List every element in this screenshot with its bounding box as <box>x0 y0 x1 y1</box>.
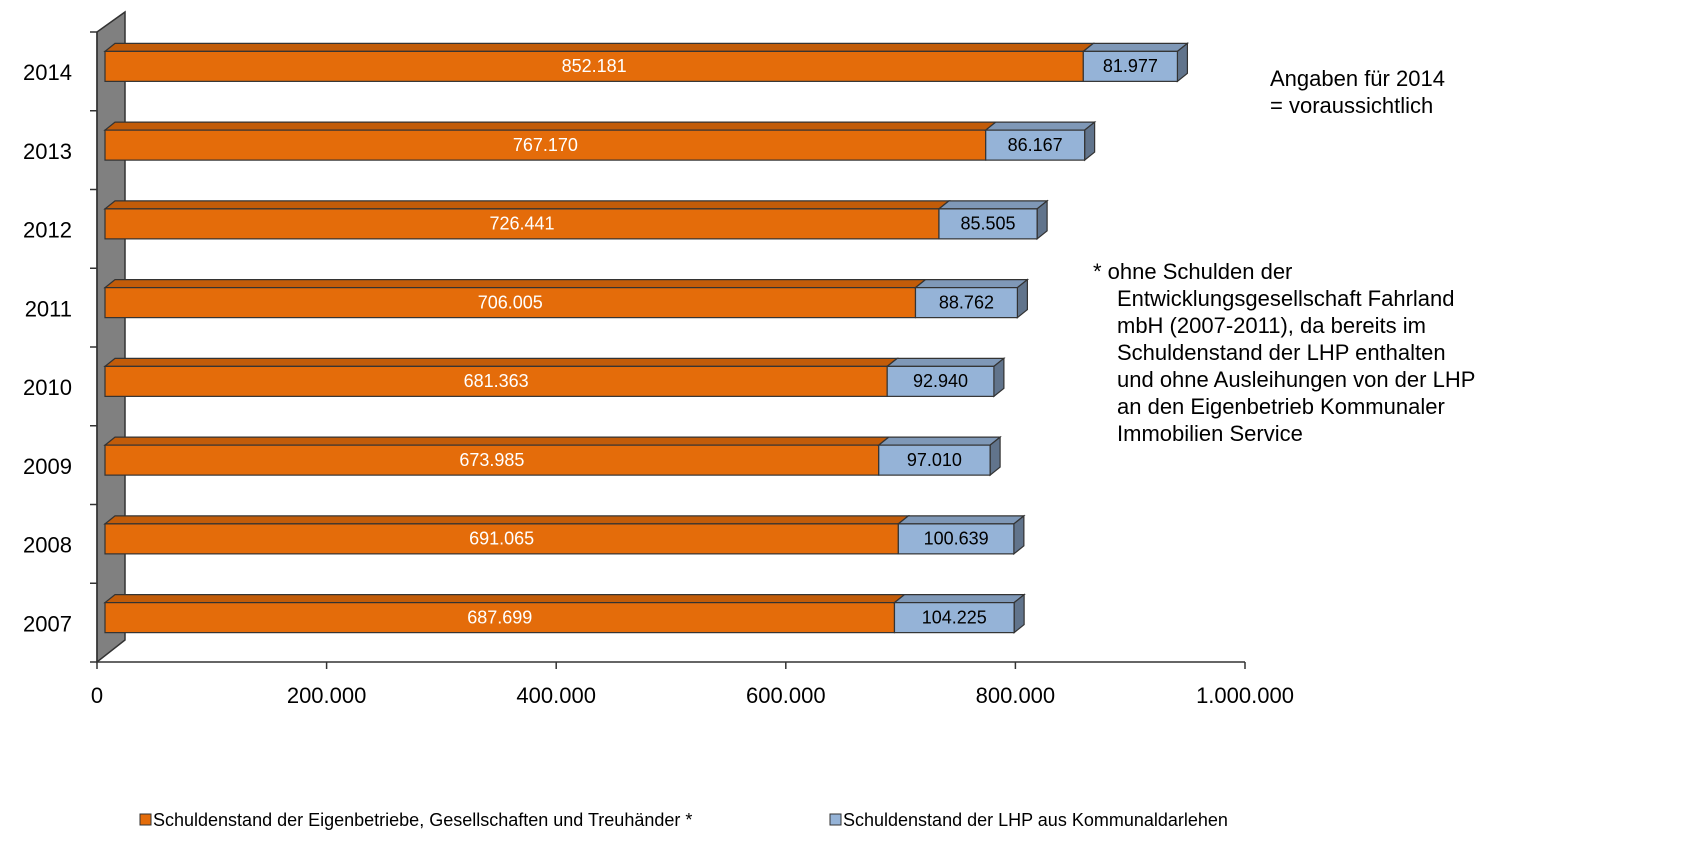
data-label: 88.762 <box>939 292 994 312</box>
bar-top <box>913 279 1030 289</box>
bar-top <box>103 279 928 289</box>
footnote: * ohne Schulden der <box>1093 259 1292 284</box>
legend-swatch <box>829 813 842 826</box>
data-label: 726.441 <box>489 214 554 234</box>
x-tick-label: 1.000.000 <box>1196 683 1294 708</box>
data-label: 852.181 <box>562 56 627 76</box>
bar-top <box>103 200 951 210</box>
bar-top <box>877 436 1002 446</box>
data-label: 706.005 <box>478 292 543 312</box>
y-tick-label: 2014 <box>23 60 72 85</box>
x-tick-label: 600.000 <box>746 683 826 708</box>
bar-top <box>892 594 1026 604</box>
bar <box>985 129 1086 161</box>
y-tick-label: 2012 <box>23 218 72 243</box>
data-label: 673.985 <box>459 450 524 470</box>
bar <box>914 287 1018 319</box>
bar-top <box>937 200 1049 210</box>
bar <box>878 444 991 476</box>
bar-top <box>103 42 1096 52</box>
y-tick-label: 2010 <box>23 375 72 400</box>
bar <box>104 129 987 161</box>
data-label: 86.167 <box>1008 135 1063 155</box>
footnote: Immobilien Service <box>1117 421 1303 446</box>
bar-top <box>103 121 998 131</box>
data-label: 92.940 <box>913 371 968 391</box>
y-tick-label: 2008 <box>23 533 72 558</box>
data-label: 81.977 <box>1103 56 1158 76</box>
legend-label: Schuldenstand der Eigenbetriebe, Gesells… <box>153 810 692 830</box>
data-label: 97.010 <box>907 450 962 470</box>
bar <box>104 50 1084 82</box>
bar <box>938 208 1038 240</box>
bar <box>104 523 899 555</box>
y-tick-label: 2007 <box>23 611 72 636</box>
footnote: mbH (2007-2011), da bereits im <box>1117 313 1426 338</box>
bar-top <box>103 515 911 525</box>
x-tick-label: 0 <box>91 683 103 708</box>
bar <box>104 444 880 476</box>
data-label: 691.065 <box>469 529 534 549</box>
bar <box>893 602 1015 634</box>
bar <box>886 365 995 397</box>
data-label: 104.225 <box>922 607 987 627</box>
x-tick-label: 200.000 <box>287 683 367 708</box>
data-label: 681.363 <box>464 371 529 391</box>
bar <box>1082 50 1179 82</box>
y-tick-label: 2011 <box>25 296 72 321</box>
bar-top <box>103 594 907 604</box>
bar <box>104 365 888 397</box>
bar <box>897 523 1015 555</box>
bar <box>104 287 917 319</box>
footnote: an den Eigenbetrieb Kommunaler <box>1117 394 1445 419</box>
footnote: Entwicklungsgesellschaft Fahrland <box>1117 286 1455 311</box>
footnote: und ohne Ausleihungen von der LHP <box>1117 367 1475 392</box>
bar-top <box>1081 42 1190 52</box>
data-label: 100.639 <box>924 529 989 549</box>
bar-top <box>103 436 891 446</box>
annotation: = voraussichtlich <box>1270 93 1433 118</box>
bar-top <box>896 515 1026 525</box>
data-label: 85.505 <box>961 214 1016 234</box>
y-tick-label: 2009 <box>23 454 72 479</box>
annotation: Angaben für 2014 <box>1270 66 1445 91</box>
bar <box>104 602 896 634</box>
x-tick-label: 400.000 <box>516 683 596 708</box>
x-tick-label: 800.000 <box>976 683 1056 708</box>
bar-top <box>984 121 1097 131</box>
y-tick-label: 2013 <box>23 139 72 164</box>
bar-top <box>885 357 1006 367</box>
footnote: Schuldenstand der LHP enthalten <box>1117 340 1446 365</box>
back-wall <box>96 10 126 664</box>
data-label: 767.170 <box>513 135 578 155</box>
bar <box>104 208 940 240</box>
legend-swatch <box>139 813 152 826</box>
legend-label: Schuldenstand der LHP aus Kommunaldarleh… <box>843 810 1228 830</box>
bar-top <box>103 357 899 367</box>
data-label: 687.699 <box>467 607 532 627</box>
